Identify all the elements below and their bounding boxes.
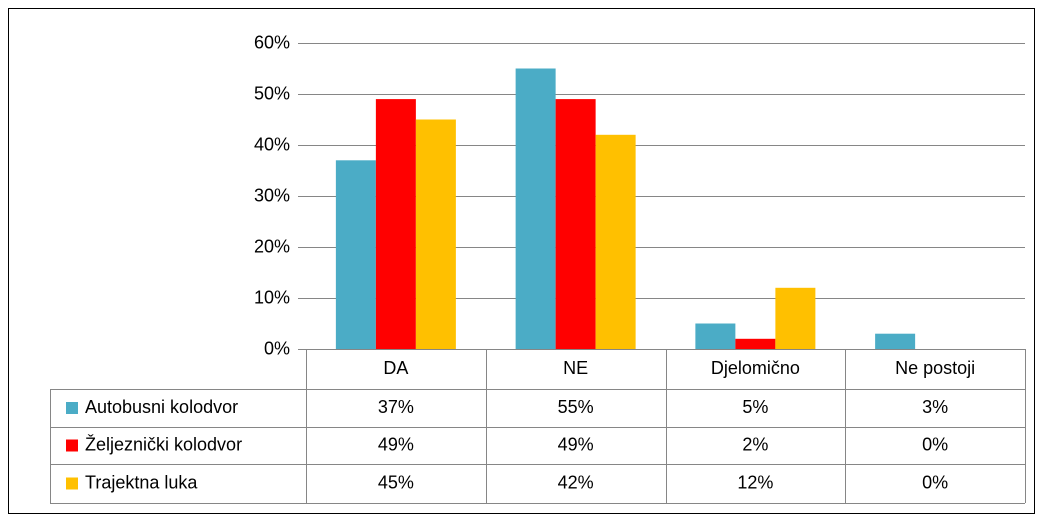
table-cell: 2% (742, 434, 768, 454)
bar (515, 68, 556, 349)
bar (335, 160, 376, 349)
table-cell: 49% (558, 434, 594, 454)
x-tick-label: DA (383, 358, 408, 378)
y-tick-label: 50% (254, 83, 290, 103)
bar (415, 119, 456, 349)
legend-key (66, 477, 78, 490)
bar (775, 287, 816, 349)
table-cell: 42% (558, 472, 594, 492)
legend-label: Trajektna luka (85, 472, 198, 492)
legend-label: Autobusni kolodvor (85, 397, 238, 417)
table-cell: 45% (378, 472, 414, 492)
table-cell: 5% (742, 397, 768, 417)
table-cell: 12% (737, 472, 773, 492)
table-cell: 3% (922, 397, 948, 417)
y-tick-label: 40% (254, 134, 290, 154)
x-tick-label: Ne postoji (895, 358, 975, 378)
y-tick-label: 0% (264, 338, 290, 358)
table-cell: 0% (922, 434, 948, 454)
bar (695, 323, 736, 349)
table-cell: 49% (378, 434, 414, 454)
legend-label: Željeznički kolodvor (85, 434, 242, 454)
legend-key (66, 402, 78, 414)
x-tick-label: Djelomično (711, 358, 800, 378)
y-tick-label: 60% (254, 32, 290, 52)
table-cell: 55% (558, 397, 594, 417)
y-tick-label: 30% (254, 185, 290, 205)
legend-key (66, 439, 78, 452)
y-tick-label: 20% (254, 236, 290, 256)
table-cell: 37% (378, 397, 414, 417)
bar (375, 99, 416, 349)
y-tick-label: 10% (254, 287, 290, 307)
bar (595, 134, 636, 349)
bar (555, 99, 596, 349)
bar (875, 333, 916, 349)
table-cell: 0% (922, 472, 948, 492)
bar (735, 338, 776, 349)
x-tick-label: NE (563, 358, 588, 378)
